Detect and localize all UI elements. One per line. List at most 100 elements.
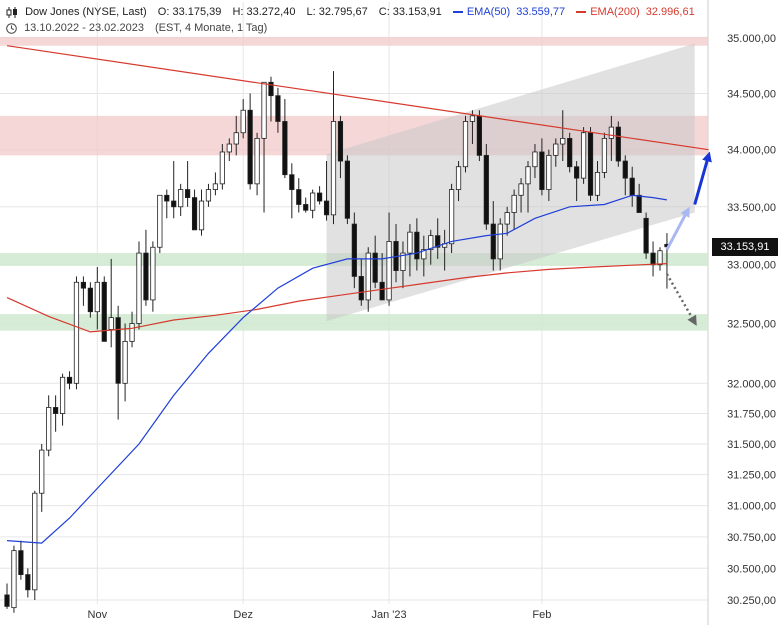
y-tick-label: 32.500,00 [727, 319, 776, 331]
x-tick-label: Dez [233, 609, 253, 621]
candle-body [178, 189, 184, 208]
candle [657, 247, 663, 271]
candle-body [553, 143, 559, 156]
candle-body [268, 81, 274, 97]
ema200-value: 32.996,61 [645, 6, 695, 18]
candle [261, 81, 267, 213]
candle-body [87, 287, 93, 313]
candle-body [11, 550, 17, 609]
candle-body [247, 109, 253, 185]
y-tick-label: 34.500,00 [727, 88, 776, 100]
candle-body [101, 281, 107, 342]
candle-body [122, 340, 128, 384]
candle-body [32, 492, 38, 591]
y-tick-label: 31.000,00 [727, 501, 776, 513]
candle [421, 235, 427, 277]
candle-body [296, 189, 302, 205]
candle-body [497, 223, 503, 260]
y-tick-label: 32.000,00 [727, 378, 776, 390]
candle [539, 138, 545, 196]
candle-body [365, 252, 371, 301]
candle-body [476, 115, 482, 156]
candlestick-icon[interactable] [6, 6, 18, 18]
candle-body [574, 166, 580, 179]
candle [46, 395, 52, 457]
candle [143, 229, 149, 306]
candle-body [358, 276, 364, 301]
candle-body [157, 194, 163, 248]
y-tick-label: 30.250,00 [727, 595, 776, 607]
y-tick-label: 31.750,00 [727, 409, 776, 421]
ema50-legend[interactable]: EMA(50) 33.559,77 [452, 6, 565, 18]
candle-body [421, 249, 427, 260]
candle [414, 218, 420, 271]
candle [108, 258, 114, 348]
candle [650, 241, 656, 277]
candle-body [636, 194, 642, 213]
candle [53, 395, 59, 432]
candle-body [73, 281, 80, 384]
candle [365, 247, 371, 312]
candle-body [337, 121, 344, 162]
candle-body [289, 174, 295, 190]
projection-arrow [665, 206, 690, 251]
candle-body [525, 166, 531, 185]
ema50-line [6, 194, 667, 544]
trendline [6, 45, 709, 151]
top-resistance-zone [0, 36, 708, 46]
candle [594, 161, 601, 202]
candle [178, 183, 184, 216]
candle [546, 149, 552, 202]
candle [115, 305, 121, 420]
y-tick-label: 31.500,00 [727, 439, 776, 451]
candle [455, 161, 462, 202]
candle [171, 161, 177, 219]
candle-body [567, 137, 573, 168]
candle [553, 138, 559, 167]
candle [337, 115, 344, 179]
candle [574, 161, 580, 202]
candle-body [317, 192, 323, 202]
candle [39, 443, 45, 512]
candle-body [469, 115, 476, 122]
candle [428, 229, 434, 265]
candle-body [379, 281, 385, 301]
candle [185, 161, 191, 207]
candle-body [448, 189, 455, 245]
candle [323, 161, 330, 221]
candle [448, 183, 455, 254]
ema200-legend[interactable]: EMA(200) 32.996,61 [576, 6, 695, 18]
candle [504, 206, 510, 236]
candle [268, 76, 274, 122]
candle [462, 115, 469, 173]
chart-header: Dow Jones (NYSE, Last) O: 33.175,39 H: 3… [0, 0, 710, 40]
ema200-line [6, 263, 667, 333]
y-tick-label: 30.500,00 [727, 563, 776, 575]
candle-body [254, 137, 260, 185]
candle-body [198, 200, 205, 231]
candle-body [351, 223, 357, 277]
candle [157, 194, 163, 254]
candle-body [643, 217, 649, 254]
candle-body [261, 81, 267, 139]
candle [73, 276, 80, 390]
candle-body [622, 160, 628, 179]
candle [476, 110, 482, 162]
candle-body [226, 143, 232, 153]
candle-body [657, 250, 663, 266]
candle-body [511, 194, 517, 213]
candle-body [18, 550, 24, 576]
candle-body [372, 252, 378, 283]
candle [379, 253, 385, 301]
ema200-label: EMA(200) [590, 6, 640, 18]
candle-body [615, 126, 621, 162]
candle [622, 155, 628, 196]
candle [205, 183, 212, 207]
candle-body [66, 376, 73, 384]
x-tick-label: Nov [88, 609, 108, 621]
close-value: C: 33.153,91 [378, 6, 442, 18]
candle-body [136, 252, 142, 324]
candle [296, 178, 302, 213]
candle [386, 212, 392, 306]
